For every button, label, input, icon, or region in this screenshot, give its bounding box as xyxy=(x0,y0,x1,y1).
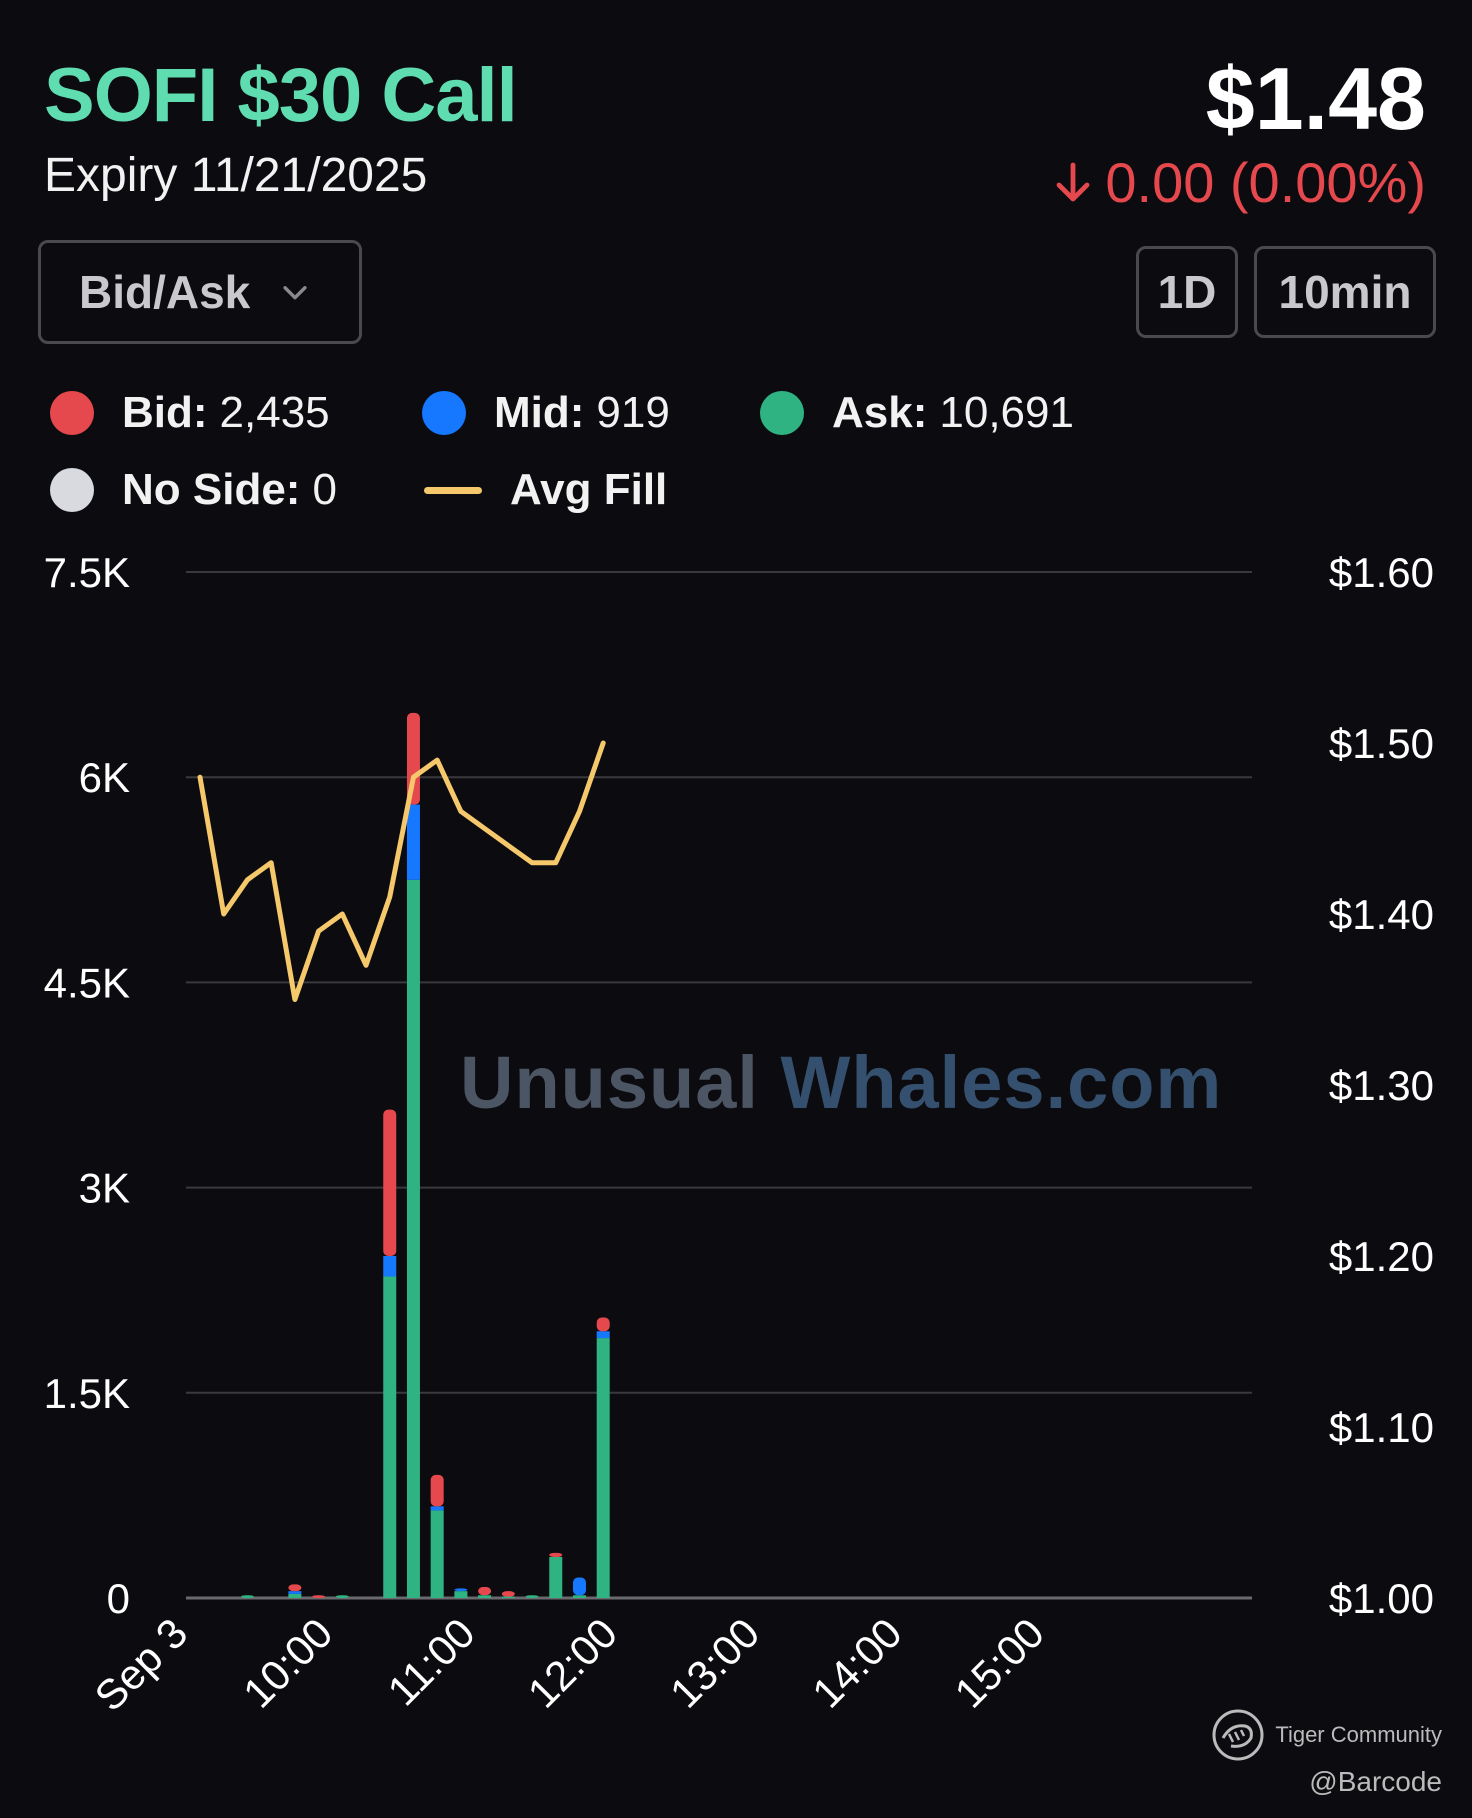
x-tick-label: 13:00 xyxy=(661,1609,769,1717)
x-tick-label: 11:00 xyxy=(378,1609,483,1714)
contract-title: SOFI $30 Call xyxy=(44,53,518,138)
bid-bar xyxy=(383,1109,397,1256)
legend-no-side-label: No Side: xyxy=(122,465,301,514)
legend-ask[interactable]: Ask: 10,691 xyxy=(760,388,1074,438)
y-right-tick-label: $1.30 xyxy=(1329,1062,1434,1109)
interval-10min-button[interactable]: 10min xyxy=(1254,246,1436,338)
tiger-logo-icon xyxy=(1212,1709,1264,1761)
y-right-tick-label: $1.60 xyxy=(1329,549,1434,596)
legend-ask-label: Ask: xyxy=(832,388,928,437)
watermark-part1: Unusual xyxy=(460,1041,759,1124)
bid-bar xyxy=(549,1552,563,1557)
legend-mid-value: 919 xyxy=(596,388,670,437)
legend-bid[interactable]: Bid: 2,435 xyxy=(50,388,330,438)
bid-bar xyxy=(312,1595,326,1598)
price-change: 0.00 (0.00%) xyxy=(1049,150,1426,215)
avg-fill-line xyxy=(197,740,606,1002)
mid-bar xyxy=(383,1256,397,1277)
watermark-part2: Whales xyxy=(780,1041,1046,1124)
y-left-tick-label: 3K xyxy=(79,1165,130,1212)
x-tick-label: 14:00 xyxy=(803,1609,911,1717)
grid-lines xyxy=(186,571,1252,1600)
legend-ask-value: 10,691 xyxy=(939,388,1074,437)
legend-no-side-value: 0 xyxy=(312,465,337,514)
brand-label: Tiger Community xyxy=(1275,1722,1442,1747)
price-change-value: 0.00 (0.00%) xyxy=(1105,151,1426,214)
y-right-tick-label: $1.50 xyxy=(1329,720,1434,767)
ask-bar xyxy=(501,1596,515,1598)
legend-mid-label: Mid: xyxy=(494,388,585,437)
ask-bar xyxy=(549,1556,563,1598)
mid-bar xyxy=(596,1331,610,1339)
x-tick-label: 15:00 xyxy=(945,1609,1053,1717)
y-left-tick-label: 4.5K xyxy=(44,959,130,1006)
watermark: Unusual Whales.com xyxy=(460,1040,1222,1125)
legend-no-side[interactable]: No Side: 0 xyxy=(50,465,337,515)
ask-bar xyxy=(383,1276,397,1598)
ask-bar xyxy=(430,1510,444,1598)
bid-bar xyxy=(288,1584,302,1592)
y-left-tick-label: 7.5K xyxy=(44,549,130,596)
ask-bar xyxy=(596,1338,610,1598)
mid-dot-icon xyxy=(422,391,466,435)
ask-bar xyxy=(240,1595,254,1598)
x-tick-label: Sep 3 xyxy=(86,1609,197,1720)
y-left-tick-label: 0 xyxy=(107,1575,130,1622)
avg-fill-series xyxy=(197,740,606,1002)
side-filter-label: Bid/Ask xyxy=(79,266,251,318)
y-right-tick-label: $1.40 xyxy=(1329,891,1434,938)
y-left-tick-label: 6K xyxy=(79,754,130,801)
y-right-tick-label: $1.10 xyxy=(1329,1404,1434,1451)
ask-dot-icon xyxy=(760,391,804,435)
ask-bar xyxy=(406,879,420,1598)
bid-dot-icon xyxy=(50,391,94,435)
legend-avg-fill[interactable]: Avg Fill xyxy=(424,465,679,515)
x-tick-label: 12:00 xyxy=(519,1609,627,1717)
tiger-community-badge: Tiger Community xyxy=(1211,1708,1442,1762)
ask-bar xyxy=(454,1591,468,1598)
bid-bar xyxy=(478,1587,492,1596)
bid-bar xyxy=(501,1591,515,1597)
no-side-dot-icon xyxy=(50,468,94,512)
last-price: $1.48 xyxy=(1205,49,1426,148)
y-right-tick-label: $1.20 xyxy=(1329,1233,1434,1280)
avg-fill-line-icon xyxy=(424,486,482,494)
ask-bar xyxy=(335,1595,349,1598)
arrow-down-icon xyxy=(1056,162,1090,201)
mid-bar xyxy=(454,1588,468,1592)
y-left-tick-label: 1.5K xyxy=(44,1370,130,1417)
mid-bar xyxy=(572,1577,586,1596)
legend-bid-value: 2,435 xyxy=(219,388,330,437)
mid-bar xyxy=(406,804,420,880)
watermark-part3: .com xyxy=(1045,1041,1223,1124)
mid-bar xyxy=(430,1506,444,1511)
bid-bar xyxy=(430,1474,444,1507)
expiry-date: Expiry 11/21/2025 xyxy=(44,149,428,202)
mid-bar xyxy=(288,1591,302,1594)
chevron-down-icon xyxy=(283,286,307,300)
x-tick-label: 10:00 xyxy=(234,1609,342,1717)
legend-avg-fill-label: Avg Fill xyxy=(510,465,668,514)
axis-labels: 0 1.5K 3K 4.5K 6K 7.5K $1.00 $1.10 $1.20 $1.30 $1.… xyxy=(44,549,1434,1720)
ask-bar xyxy=(572,1595,586,1598)
legend-bid-label: Bid: xyxy=(122,388,208,437)
legend-mid[interactable]: Mid: 919 xyxy=(422,388,670,438)
bid-bar xyxy=(596,1317,610,1332)
side-filter-dropdown[interactable]: Bid/Ask xyxy=(38,240,362,344)
volume-bars xyxy=(240,712,610,1598)
period-1d-button[interactable]: 1D xyxy=(1136,246,1238,338)
y-right-tick-label: $1.00 xyxy=(1329,1575,1434,1622)
ask-bar xyxy=(478,1595,492,1598)
ask-bar xyxy=(288,1593,302,1598)
ask-bar xyxy=(525,1595,539,1598)
author-handle: @Barcode xyxy=(1309,1766,1442,1797)
